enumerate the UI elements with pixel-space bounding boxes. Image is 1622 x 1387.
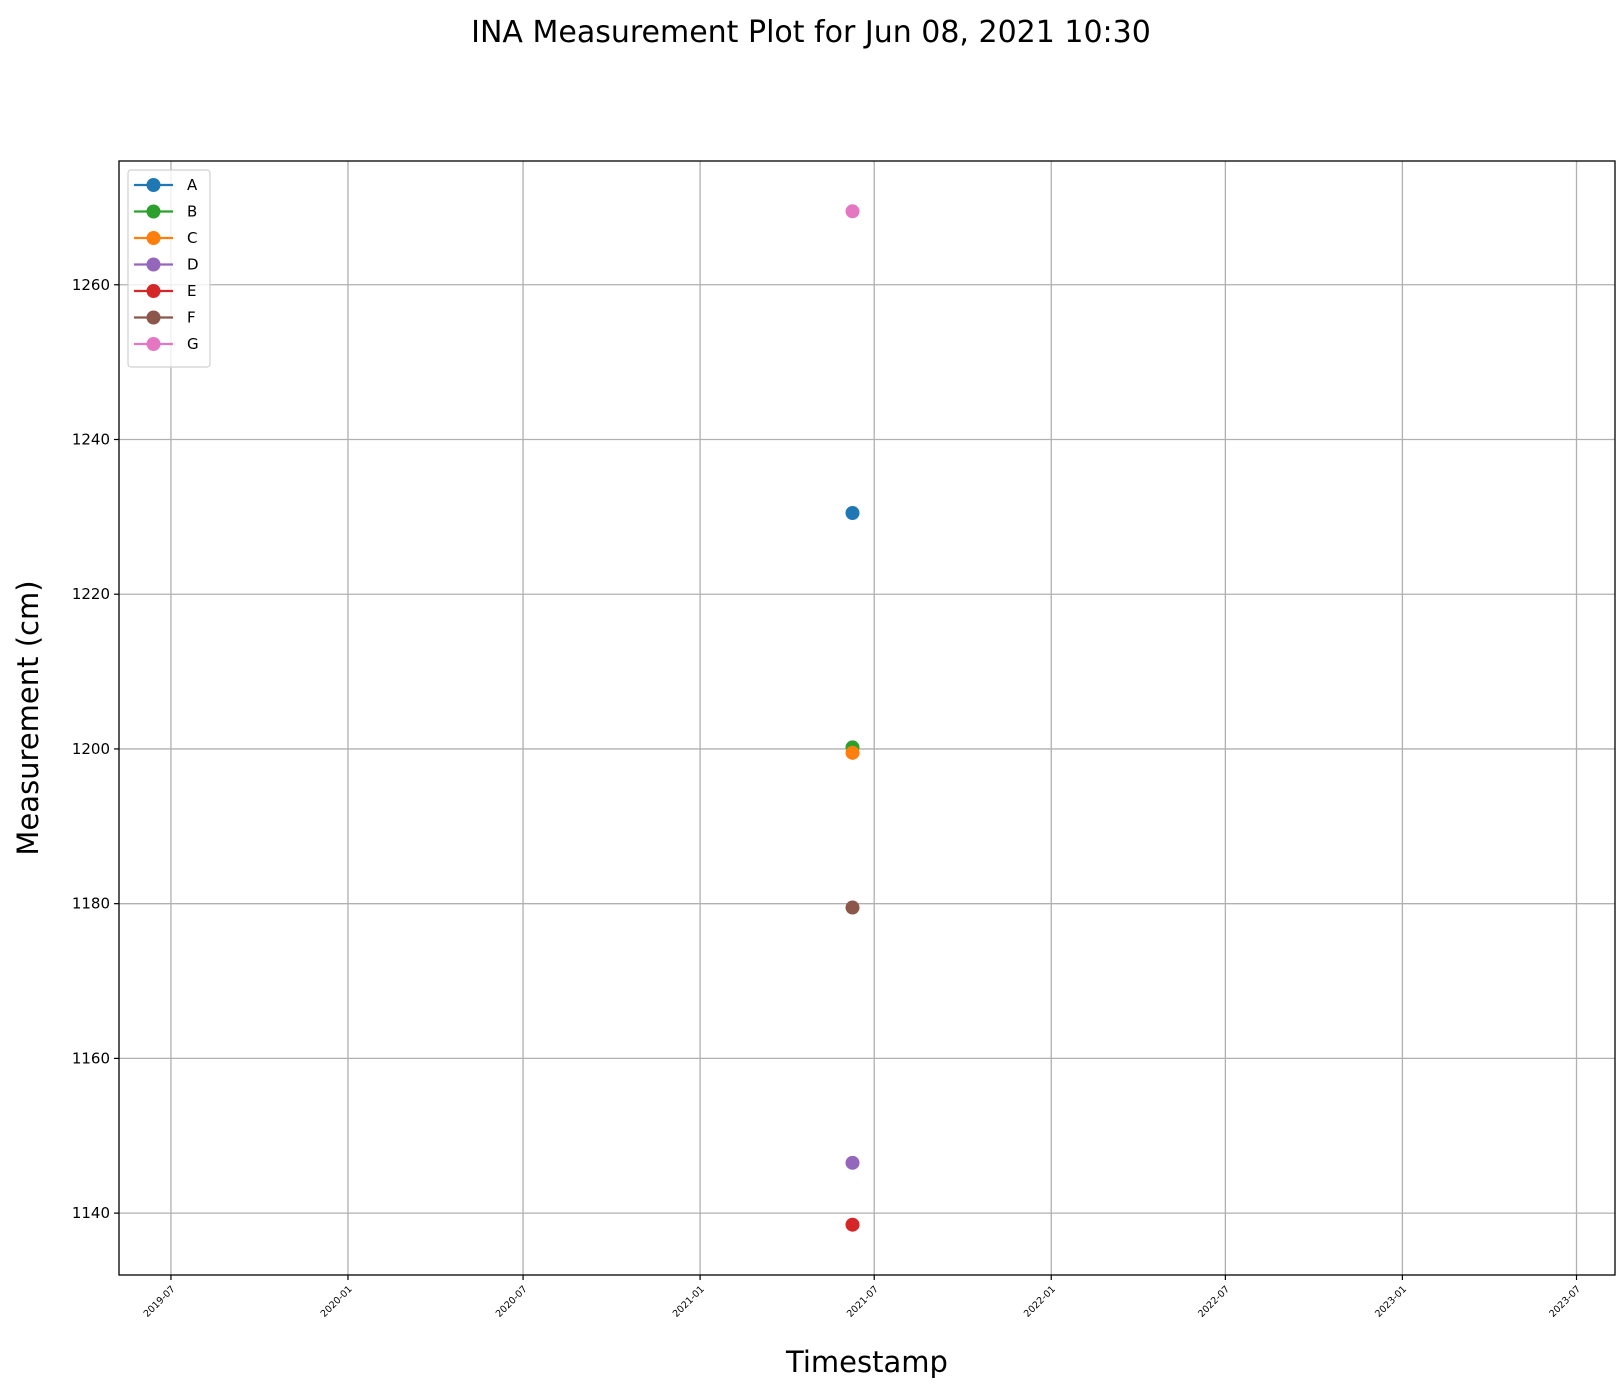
legend-label: A <box>187 176 198 194</box>
axis-ticks: 2019-07 2020-01 2020-07 2021-01 2021-07 2022-… <box>72 276 1583 1320</box>
data-point <box>845 1217 860 1232</box>
x-tick-label: 2023-07 <box>1547 1284 1583 1320</box>
series-D <box>845 1155 860 1170</box>
data-point <box>845 745 860 760</box>
legend-item: F <box>134 309 196 327</box>
legend-marker <box>146 284 161 298</box>
y-tick-label: 1160 <box>72 1049 110 1067</box>
y-tick-label: 1240 <box>72 431 110 449</box>
legend-item: C <box>134 229 197 247</box>
x-tick-label: 2021-07 <box>845 1284 881 1320</box>
chart-title: INA Measurement Plot for Jun 08, 2021 10… <box>471 15 1151 50</box>
legend-item: A <box>134 176 198 194</box>
data-point <box>845 505 860 520</box>
y-tick-label: 1220 <box>72 585 110 603</box>
data-point <box>845 900 860 915</box>
grid <box>119 161 1615 1275</box>
legend-marker <box>146 231 161 245</box>
x-tick-label: 2020-07 <box>494 1284 530 1320</box>
x-tick-label: 2022-07 <box>1196 1284 1232 1320</box>
legend-marker <box>146 337 161 351</box>
series-E <box>845 1217 860 1232</box>
legend-item: E <box>134 282 196 300</box>
series-layer <box>845 204 860 1232</box>
series-A <box>845 505 860 520</box>
legend-label: G <box>187 335 199 353</box>
legend-marker <box>146 257 161 272</box>
y-tick-label: 1200 <box>72 740 110 758</box>
legend-marker <box>146 204 161 219</box>
legend-label: F <box>187 309 196 327</box>
series-G <box>845 204 860 219</box>
y-tick-label: 1260 <box>72 276 110 294</box>
series-F <box>845 900 860 915</box>
x-tick-label: 2021-01 <box>671 1284 707 1320</box>
x-axis-label: Timestamp <box>785 1345 948 1379</box>
y-axis-label: Measurement (cm) <box>11 580 45 855</box>
legend-item: B <box>134 203 197 221</box>
legend-label: B <box>187 203 197 221</box>
legend-item: G <box>134 335 199 353</box>
legend-marker <box>146 310 161 325</box>
y-tick-label: 1140 <box>72 1204 110 1222</box>
x-tick-label: 2020-01 <box>319 1284 355 1320</box>
legend-label: D <box>187 256 199 274</box>
legend-marker <box>146 178 161 192</box>
x-tick-label: 2019-07 <box>142 1284 178 1320</box>
legend-label: E <box>187 282 196 300</box>
data-point <box>845 1155 860 1170</box>
series-C <box>845 745 860 760</box>
plot-area-frame <box>118 160 1616 1276</box>
legend-label: C <box>187 229 197 247</box>
x-tick-label: 2023-01 <box>1373 1284 1409 1320</box>
y-tick-label: 1180 <box>72 895 110 913</box>
data-point <box>845 204 860 219</box>
x-tick-label: 2022-01 <box>1022 1284 1058 1320</box>
legend-item: D <box>134 256 199 274</box>
